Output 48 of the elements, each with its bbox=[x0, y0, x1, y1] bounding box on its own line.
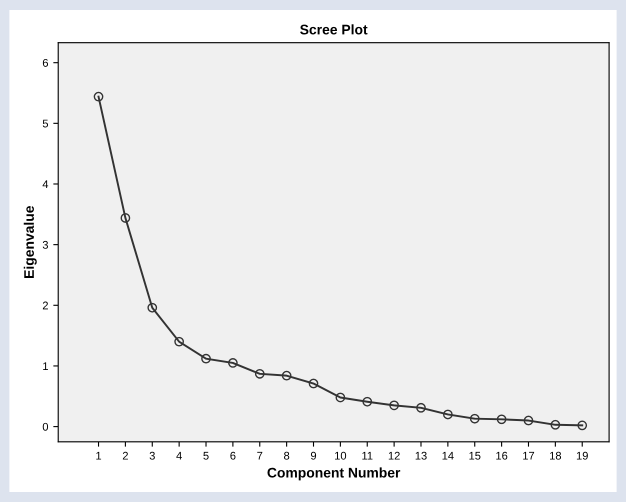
point bbox=[94, 92, 104, 102]
x-tick-label: 13 bbox=[416, 452, 427, 460]
y-tick-label: 3 bbox=[42, 240, 48, 249]
y-tick-label: 1 bbox=[43, 362, 48, 370]
point bbox=[174, 336, 184, 347]
x-tick-label: 16 bbox=[496, 452, 508, 460]
x-tick-label: 10 bbox=[335, 452, 346, 460]
y-tick-label: 2 bbox=[42, 302, 48, 310]
x-tick-label: 1 bbox=[96, 452, 102, 460]
point bbox=[120, 213, 130, 223]
point bbox=[496, 414, 506, 424]
x-tick-label: 2 bbox=[122, 452, 128, 460]
x-tick-label: 6 bbox=[230, 452, 236, 460]
point bbox=[201, 354, 211, 364]
point bbox=[550, 420, 560, 430]
point bbox=[336, 392, 346, 402]
point bbox=[147, 302, 158, 313]
x-tick-label: 17 bbox=[523, 452, 534, 460]
point bbox=[416, 402, 426, 413]
point bbox=[308, 378, 318, 388]
x-tick-label: 11 bbox=[362, 452, 372, 460]
point bbox=[254, 368, 265, 379]
x-tick-label: 4 bbox=[176, 452, 182, 460]
point bbox=[228, 358, 238, 368]
x-tick-label: 14 bbox=[442, 452, 454, 460]
x-tick-label: 12 bbox=[388, 452, 400, 460]
x-tick-label: 8 bbox=[284, 452, 290, 460]
y-tick-label: 5 bbox=[42, 120, 48, 128]
x-tick-label: 15 bbox=[469, 452, 480, 460]
x-tick-label: 19 bbox=[576, 452, 588, 460]
x-tick-label: 5 bbox=[203, 452, 209, 460]
x-tick-label: 9 bbox=[310, 452, 316, 460]
point bbox=[362, 396, 372, 407]
point bbox=[470, 414, 480, 424]
y-tick-label: 6 bbox=[42, 58, 48, 67]
point bbox=[389, 400, 399, 410]
y-axis-title: Eigenvalue bbox=[24, 206, 37, 278]
y-tick-label: 4 bbox=[42, 180, 48, 188]
x-tick-label: 18 bbox=[550, 452, 562, 460]
x-tick-label: 3 bbox=[150, 452, 155, 460]
point bbox=[577, 420, 588, 430]
point bbox=[524, 416, 534, 426]
x-axis-title: Component Number bbox=[267, 467, 400, 480]
point bbox=[443, 410, 453, 420]
x-tick-label: 7 bbox=[257, 452, 262, 460]
y-tick-label: 0 bbox=[42, 422, 48, 431]
chart-title: Scree Plot bbox=[300, 24, 368, 34]
point bbox=[282, 370, 292, 381]
